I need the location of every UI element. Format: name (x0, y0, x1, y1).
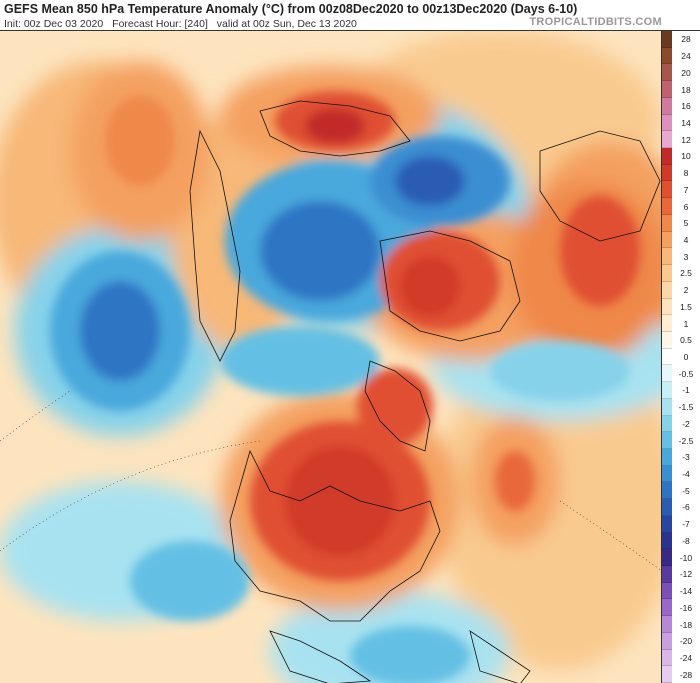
colorbar-swatch (662, 666, 672, 683)
init-time: Init: 00z Dec 03 2020 (4, 18, 104, 30)
latitude-circles (0, 390, 661, 571)
colorbar-label: -2.5 (678, 435, 694, 446)
colorbar-label: -20 (679, 636, 693, 647)
colorbar-label: -24 (679, 652, 693, 663)
colorbar-swatch (662, 632, 672, 650)
colorbar-label: -1 (682, 385, 690, 396)
coastlines (189, 100, 661, 683)
colorbar-swatches (662, 31, 672, 683)
colorbar-swatch (662, 331, 672, 349)
colorbar-swatch (662, 281, 672, 299)
colorbar-swatch (662, 616, 672, 633)
colorbar-swatch (662, 214, 672, 232)
colorbar-label: 18 (681, 84, 691, 95)
colorbar: 28 24 20 18 16 14 12 10 8 7 6 5 4 3 2.5 2 1.5 1 0.5 0 -0.5 -1… (662, 30, 700, 683)
colorbar-swatch (662, 231, 672, 249)
colorbar-label: 10 (681, 151, 691, 162)
colorbar-swatch (662, 114, 672, 132)
colorbar-swatch (662, 599, 672, 617)
colorbar-label: 2.5 (680, 268, 692, 279)
anomaly-map (0, 30, 662, 683)
colorbar-swatch (662, 181, 672, 199)
colorbar-label: -12 (679, 569, 693, 580)
colorbar-swatch (662, 582, 672, 600)
colorbar-swatch (662, 47, 672, 65)
anomaly-field-core (50, 91, 640, 683)
colorbar-label: 12 (681, 134, 691, 145)
colorbar-label: -1.5 (678, 402, 694, 413)
colorbar-label: -14 (679, 586, 693, 597)
colorbar-label: 3 (683, 251, 689, 262)
colorbar-swatch (662, 448, 672, 466)
colorbar-swatch (662, 415, 672, 433)
site-brand: TROPICALTIDBITS.COM (529, 16, 662, 28)
colorbar-label: 2 (683, 285, 689, 296)
colorbar-label: 14 (681, 117, 691, 128)
colorbar-swatch (662, 549, 672, 566)
colorbar-label: -3 (682, 452, 690, 463)
colorbar-label: 20 (681, 67, 691, 78)
colorbar-swatch (662, 31, 672, 48)
colorbar-label: -0.5 (678, 368, 694, 379)
colorbar-swatch (662, 566, 672, 583)
colorbar-label: -5 (682, 485, 690, 496)
colorbar-label: -16 (679, 602, 693, 613)
colorbar-swatch (662, 348, 672, 366)
colorbar-label: 24 (681, 51, 691, 62)
colorbar-swatch (662, 265, 672, 282)
colorbar-swatch (662, 97, 672, 115)
colorbar-swatch (662, 515, 672, 533)
colorbar-swatch (662, 248, 672, 266)
colorbar-swatch (662, 298, 672, 316)
valid-time: valid at 00z Sun, Dec 13 2020 (216, 18, 357, 30)
colorbar-label: 1 (683, 318, 689, 329)
colorbar-label: -6 (682, 502, 690, 513)
colorbar-label: -8 (682, 535, 690, 546)
colorbar-swatch (662, 365, 672, 383)
colorbar-swatch (662, 482, 672, 500)
colorbar-label: -18 (679, 619, 693, 630)
colorbar-label: 4 (683, 234, 689, 245)
colorbar-swatch (662, 649, 672, 667)
colorbar-label: -2 (682, 418, 690, 429)
colorbar-swatch (662, 315, 672, 332)
colorbar-swatch (662, 81, 672, 98)
colorbar-swatch (662, 131, 672, 149)
colorbar-swatch (662, 532, 672, 550)
colorbar-swatch (662, 499, 672, 516)
colorbar-swatch (662, 148, 672, 165)
colorbar-swatch (662, 164, 672, 182)
colorbar-label: 1.5 (680, 301, 692, 312)
colorbar-label: -10 (679, 552, 693, 563)
colorbar-label: 5 (683, 218, 689, 229)
forecast-hour: Forecast Hour: [240] (112, 18, 208, 30)
colorbar-swatch (662, 398, 672, 416)
colorbar-label: 0 (683, 352, 689, 363)
colorbar-swatch (662, 432, 672, 449)
map-subtitle: Init: 00z Dec 03 2020 Forecast Hour: [24… (4, 18, 363, 30)
colorbar-label: 8 (683, 168, 689, 179)
anomaly-map-svg (0, 31, 661, 683)
colorbar-labels: 28 24 20 18 16 14 12 10 8 7 6 5 4 3 2.5 2 1.5 1 0.5 0 -0.5 -1… (672, 31, 700, 683)
colorbar-label: 6 (683, 201, 689, 212)
map-title: GEFS Mean 850 hPa Temperature Anomaly (°… (4, 2, 578, 16)
colorbar-swatch (662, 198, 672, 215)
colorbar-swatch (662, 64, 672, 82)
colorbar-label: 28 (681, 34, 691, 45)
colorbar-label: 16 (681, 101, 691, 112)
colorbar-label: -7 (682, 519, 690, 530)
colorbar-swatch (662, 465, 672, 483)
colorbar-label: -4 (682, 469, 690, 480)
colorbar-label: 7 (683, 184, 689, 195)
colorbar-label: -28 (679, 669, 693, 680)
colorbar-swatch (662, 382, 672, 399)
colorbar-label: 0.5 (680, 335, 692, 346)
